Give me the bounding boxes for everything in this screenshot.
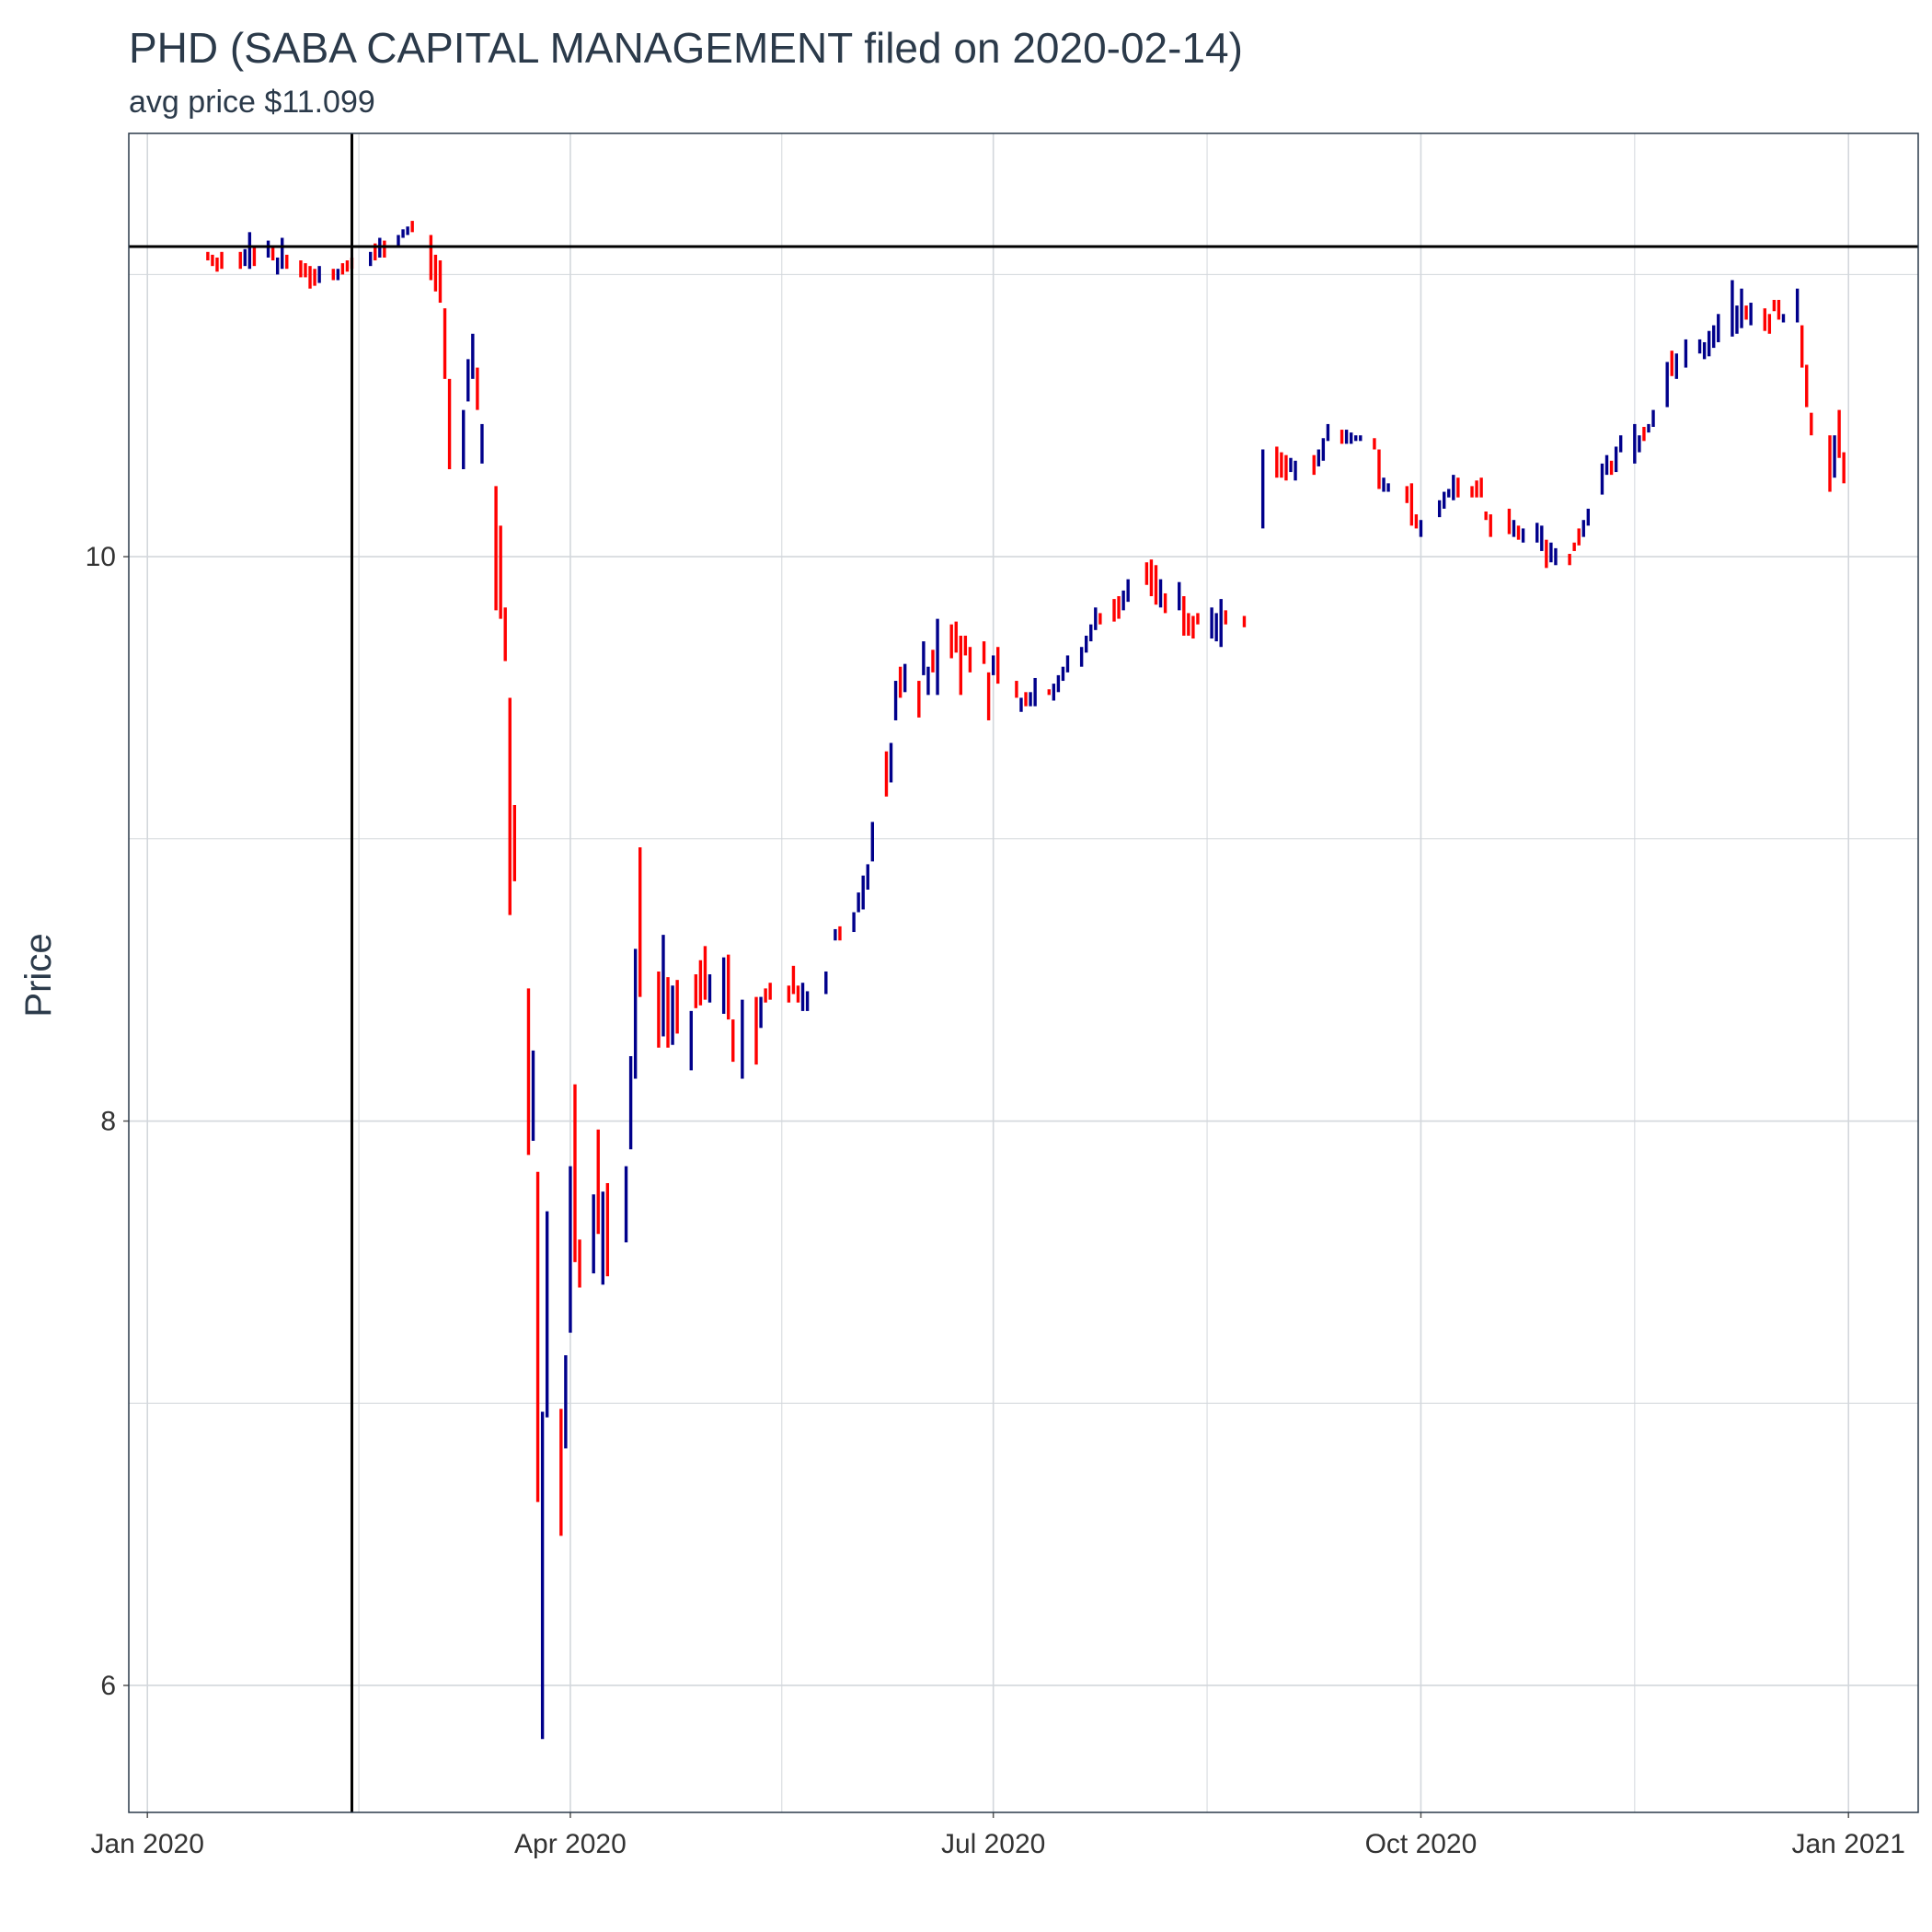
y-tick-labels: 6 8 10 (86, 542, 129, 1701)
x-tick-labels: Jan 2020 Apr 2020 Jul 2020 Oct 2020 Jan 2021 (90, 1812, 1905, 1859)
y-tick-label: 10 (86, 542, 116, 572)
chart-title: PHD (SABA CAPITAL MANAGEMENT filed on 20… (129, 24, 1243, 72)
price-bars (206, 221, 1846, 1740)
y-tick-label: 8 (100, 1107, 116, 1137)
y-axis-label: Price (18, 933, 59, 1017)
x-tick-label: Jan 2020 (90, 1829, 203, 1859)
plot-panel-border (128, 132, 1919, 1813)
reference-lines (129, 133, 1918, 1812)
y-tick-label: 6 (100, 1671, 116, 1701)
x-tick-label: Jan 2021 (1791, 1829, 1904, 1859)
x-tick-label: Jul 2020 (941, 1829, 1045, 1859)
x-tick-label: Apr 2020 (514, 1829, 627, 1859)
x-tick-label: Oct 2020 (1365, 1829, 1478, 1859)
grid-lines (129, 133, 1918, 1812)
chart-subtitle: avg price $11.099 (129, 85, 375, 120)
